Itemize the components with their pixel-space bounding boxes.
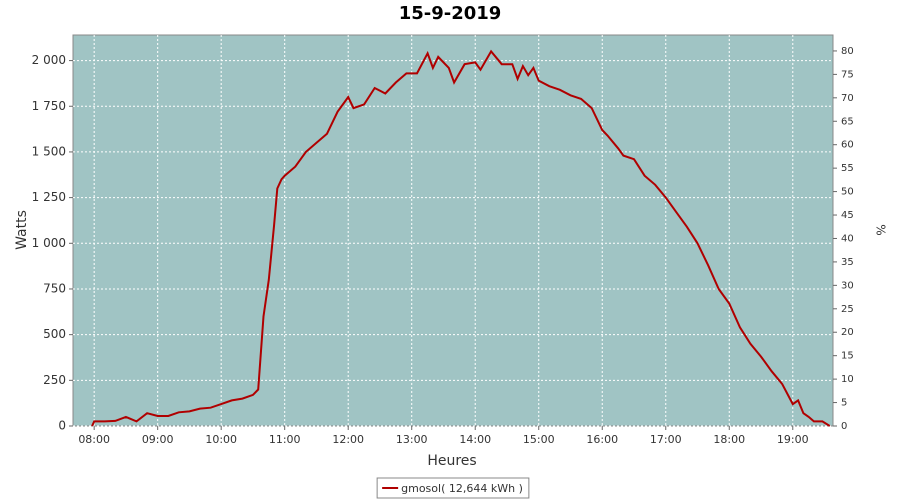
y2-tick-label: 10 xyxy=(841,374,854,385)
y2-tick-label: 30 xyxy=(841,280,854,291)
x-tick-label: 13:00 xyxy=(396,433,428,446)
y2-tick-label: 80 xyxy=(841,46,854,57)
y2-tick-label: 35 xyxy=(841,257,854,268)
y-tick-label: 1 250 xyxy=(32,190,66,204)
x-tick-label: 11:00 xyxy=(269,433,301,446)
legend: gmosol( 12,644 kWh ) xyxy=(376,477,530,499)
y-tick-label: 750 xyxy=(43,281,66,295)
y2-tick-label: 65 xyxy=(841,116,854,127)
y-tick-label: 250 xyxy=(43,373,66,387)
y2-tick-label: 75 xyxy=(841,69,854,80)
y2-tick-label: 5 xyxy=(841,398,847,409)
chart-title: 15-9-2019 xyxy=(399,3,502,24)
plot-area xyxy=(72,34,834,427)
y-tick-label: 1 500 xyxy=(32,144,66,158)
x-tick-label: 09:00 xyxy=(142,433,174,446)
y-tick-label: 1 000 xyxy=(32,236,66,250)
y2-tick-label: 55 xyxy=(841,163,854,174)
y2-tick-label: 15 xyxy=(841,351,854,362)
y2-tick-label: 25 xyxy=(841,304,854,315)
x-tick-label: 10:00 xyxy=(205,433,237,446)
y2-tick-label: 70 xyxy=(841,93,854,104)
y2-tick-label: 45 xyxy=(841,210,854,221)
x-tick-label: 12:00 xyxy=(332,433,364,446)
y2-tick-label: 50 xyxy=(841,187,854,198)
y2-tick-label: 40 xyxy=(841,233,854,244)
y2-axis-title: % xyxy=(874,224,888,235)
x-tick-label: 16:00 xyxy=(586,433,618,446)
y-axis-title: Watts xyxy=(14,210,30,250)
legend-box xyxy=(376,477,530,499)
y-tick-label: 2 000 xyxy=(32,53,66,67)
y-tick-label: 1 750 xyxy=(32,99,66,113)
x-axis-title: Heures xyxy=(427,453,476,469)
y-tick-label: 0 xyxy=(58,419,66,433)
y2-tick-label: 0 xyxy=(841,421,847,432)
x-tick-label: 08:00 xyxy=(78,433,110,446)
y2-tick-label: 60 xyxy=(841,140,854,151)
legend-label: gmosol( 12,644 kWh ) xyxy=(401,482,523,495)
series-line xyxy=(91,49,831,427)
x-tick-label: 15:00 xyxy=(523,433,555,446)
x-tick-label: 19:00 xyxy=(777,433,809,446)
y2-tick-label: 20 xyxy=(841,327,854,338)
x-tick-label: 14:00 xyxy=(459,433,491,446)
y-tick-label: 500 xyxy=(43,327,66,341)
x-tick-label: 17:00 xyxy=(650,433,682,446)
x-tick-label: 18:00 xyxy=(713,433,745,446)
